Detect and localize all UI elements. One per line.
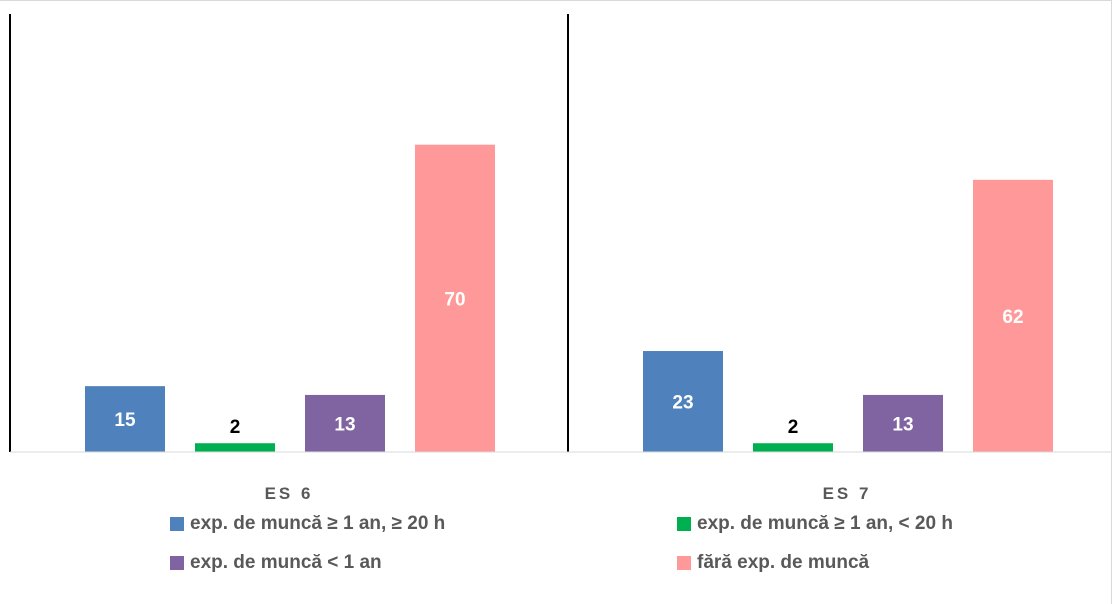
bar-es7-series-1 (643, 351, 723, 452)
bar-es6-series-3 (305, 394, 385, 452)
data-label-es6-series-2: 2 (230, 417, 241, 438)
bar-es7-series-2 (753, 443, 833, 452)
category-label-2: ES 7 (823, 484, 872, 503)
bar-es7-series-3 (863, 394, 943, 452)
data-label-es6-series-4: 70 (444, 289, 465, 310)
category-label-1: ES 6 (265, 484, 314, 503)
bar-es7-series-4 (973, 179, 1053, 452)
bar-es6-series-2 (195, 443, 275, 452)
data-label-es7-series-4: 62 (1002, 307, 1023, 328)
data-labels-group: 15 2 13 70 23 2 13 62 (114, 289, 1023, 438)
bars-group (85, 144, 1053, 452)
bar-es6-series-1 (85, 386, 165, 452)
data-label-es7-series-1: 23 (672, 393, 693, 414)
bar-es6-series-4 (415, 144, 495, 452)
data-label-es7-series-3: 13 (892, 414, 913, 435)
data-label-es6-series-3: 13 (334, 414, 355, 435)
data-label-es7-series-2: 2 (788, 417, 799, 438)
category-separators (9, 14, 569, 452)
data-label-es6-series-1: 15 (114, 410, 136, 431)
category-labels-group: ES 6 ES 7 (265, 484, 872, 503)
